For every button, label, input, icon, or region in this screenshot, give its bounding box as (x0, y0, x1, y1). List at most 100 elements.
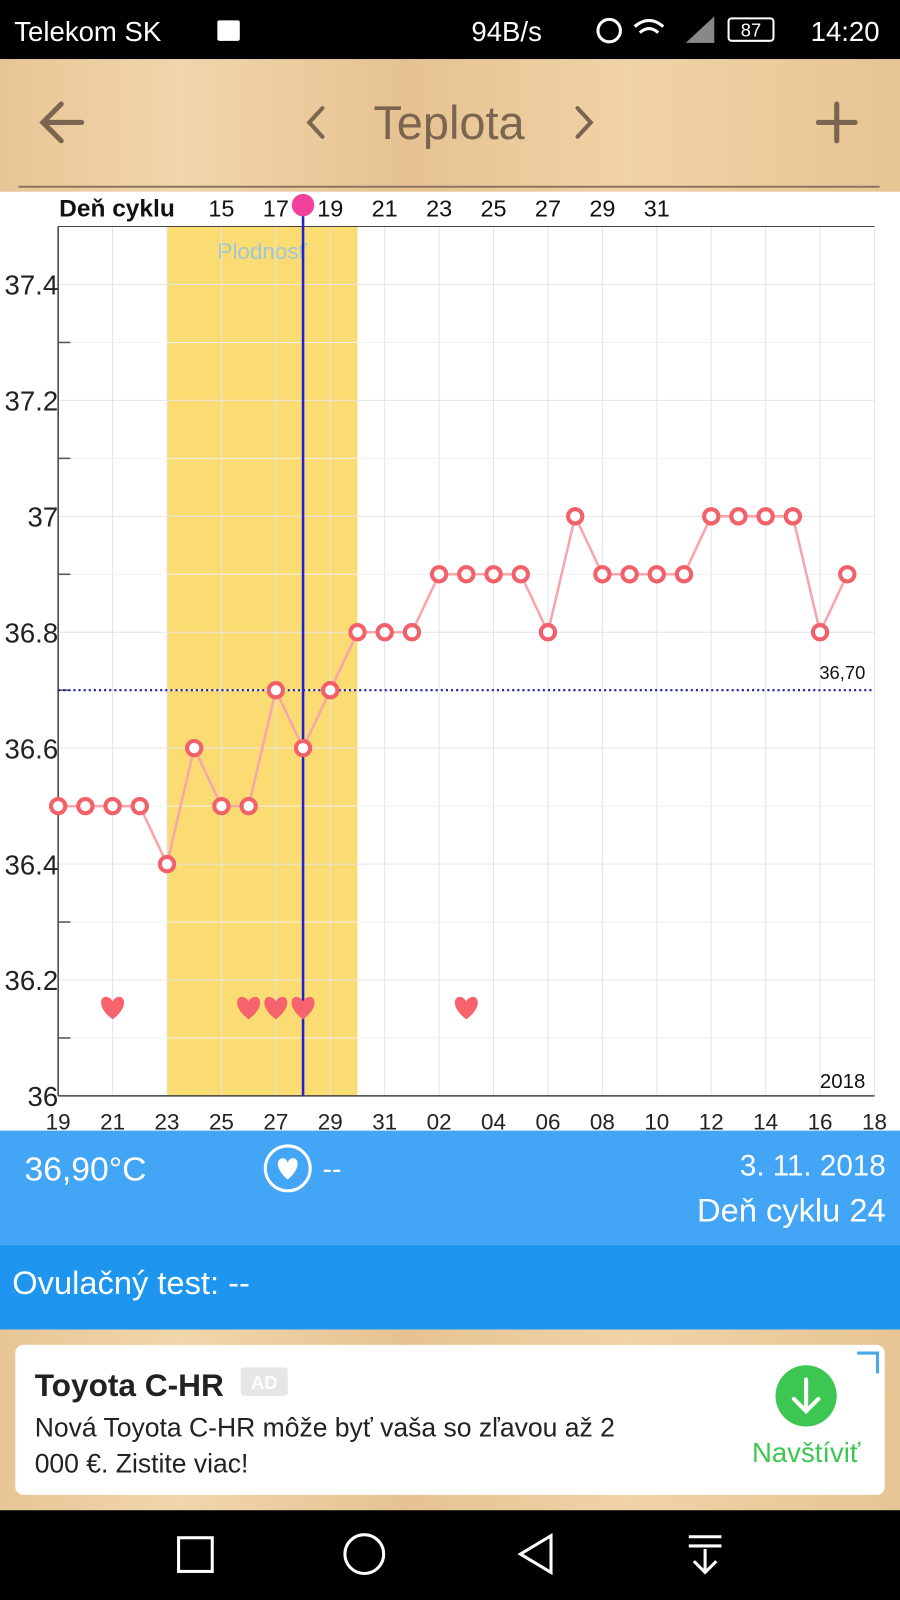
x-tick-label: 14 (753, 1110, 778, 1135)
clock: 14:20 (811, 16, 880, 47)
chart: Plodnosť 36 36.2 36.4 36.6 36.8 37 37.2 37.4 19 21… (5, 193, 887, 1135)
top-tick-label: 29 (589, 195, 615, 221)
y-tick-label: 36.6 (5, 733, 59, 764)
temperature-point (647, 565, 666, 584)
y-tick-label: 36.4 (5, 849, 59, 880)
download-arrow (791, 1377, 821, 1415)
temperature-point (76, 796, 95, 816)
top-axis-title: Deň cyklu (59, 195, 175, 222)
header-title: Teplota (373, 97, 525, 149)
ad-badge: AD (251, 1372, 278, 1393)
status-bar (0, 0, 900, 60)
x-tick-label: 16 (808, 1110, 833, 1135)
temperature-point (565, 507, 585, 526)
temperature-point (402, 623, 422, 642)
fertile-label: Plodnosť (217, 239, 307, 264)
wifi-icon (633, 18, 665, 34)
x-tick-label: 10 (644, 1110, 669, 1135)
temperature-point (429, 565, 449, 584)
chart-area (0, 191, 900, 1131)
ad-choices[interactable] (857, 1351, 880, 1374)
date: 3. 11. 2018 (740, 1150, 886, 1183)
nav-bar (0, 1510, 900, 1600)
ad-button[interactable]: Navštíviť (752, 1437, 861, 1468)
selected-day-handle (291, 193, 315, 217)
x-tick-label: 23 (155, 1110, 180, 1135)
y-tick-label: 36 (28, 1081, 59, 1112)
ad-title: Toyota C-HR (35, 1367, 224, 1403)
heart-marker (101, 996, 125, 1020)
temperature-point (266, 681, 286, 700)
add-button[interactable] (815, 101, 858, 144)
carrier: Telekom SK (14, 16, 162, 47)
temperature-point (484, 565, 503, 584)
next-button[interactable] (575, 106, 594, 139)
battery-icon (727, 17, 775, 42)
heart-marker (264, 996, 288, 1020)
y-tick-label: 37 (28, 502, 59, 533)
y-tick-label: 37.2 (5, 386, 59, 417)
coverline-label: 36,70 (819, 662, 865, 683)
heart-value: -- (322, 1154, 341, 1186)
temperature-point (810, 623, 830, 642)
alarm-icon (596, 17, 622, 44)
temperature-point (212, 796, 231, 816)
temperature-point (729, 507, 748, 526)
x-tick-label: 02 (427, 1110, 452, 1135)
x-tick-label: 12 (699, 1110, 724, 1135)
x-tick-label: 06 (535, 1110, 560, 1135)
x-tick-label: 25 (209, 1110, 234, 1135)
temperature-point (239, 796, 258, 816)
heart-button[interactable] (263, 1144, 312, 1193)
temperature-point (103, 796, 122, 816)
top-tick-label: 23 (426, 195, 452, 221)
top-tick-label: 17 (263, 195, 289, 221)
ad-card[interactable] (15, 1344, 885, 1495)
notification-button[interactable] (688, 1535, 722, 1575)
temperature-point (48, 796, 68, 816)
battery-level: 87 (741, 20, 761, 41)
temperature-point (538, 623, 558, 642)
x-tick-label: 18 (862, 1110, 887, 1135)
top-tick-label: 21 (372, 195, 398, 221)
prev-button[interactable] (306, 106, 325, 139)
temperature-point (838, 565, 857, 584)
heart-marker (291, 996, 315, 1020)
top-tick-label: 19 (317, 195, 343, 221)
temperature-point (674, 565, 694, 584)
temperature-point (783, 507, 803, 526)
top-tick-label: 27 (535, 195, 561, 221)
temperature-point (157, 854, 177, 874)
y-tick-label: 36.2 (5, 965, 59, 996)
temperature-point (348, 623, 367, 642)
ovulation-test[interactable]: Ovulačný test: -- (12, 1264, 250, 1301)
header (0, 59, 900, 192)
x-tick-label: 21 (100, 1110, 125, 1135)
temperature-point (511, 565, 530, 584)
temperature: 36,90°C (24, 1152, 146, 1189)
temperature-point (321, 681, 340, 700)
net-speed: 94B/s (471, 16, 541, 47)
home-button[interactable] (343, 1533, 386, 1575)
temperature-point (293, 738, 313, 758)
info-panel (0, 1130, 900, 1245)
fertile-band (167, 226, 358, 1096)
top-tick-label: 31 (644, 195, 670, 221)
recents-button[interactable] (177, 1536, 214, 1573)
temperature-point (593, 565, 612, 584)
back-button[interactable] (39, 101, 85, 144)
cycle-day: Deň cyklu 24 (697, 1191, 886, 1228)
temperature-point (702, 507, 721, 526)
year-label: 2018 (820, 1071, 865, 1093)
temperature-point (185, 738, 204, 758)
ovulation-panel (0, 1244, 900, 1330)
y-tick-label: 36.8 (5, 617, 59, 648)
back-nav-button[interactable] (517, 1533, 553, 1576)
x-tick-label: 27 (263, 1110, 288, 1135)
y-tick-label: 37.4 (5, 270, 59, 301)
top-tick-label: 25 (480, 195, 506, 221)
temperature-point (620, 565, 639, 584)
temperature-point (375, 623, 394, 642)
